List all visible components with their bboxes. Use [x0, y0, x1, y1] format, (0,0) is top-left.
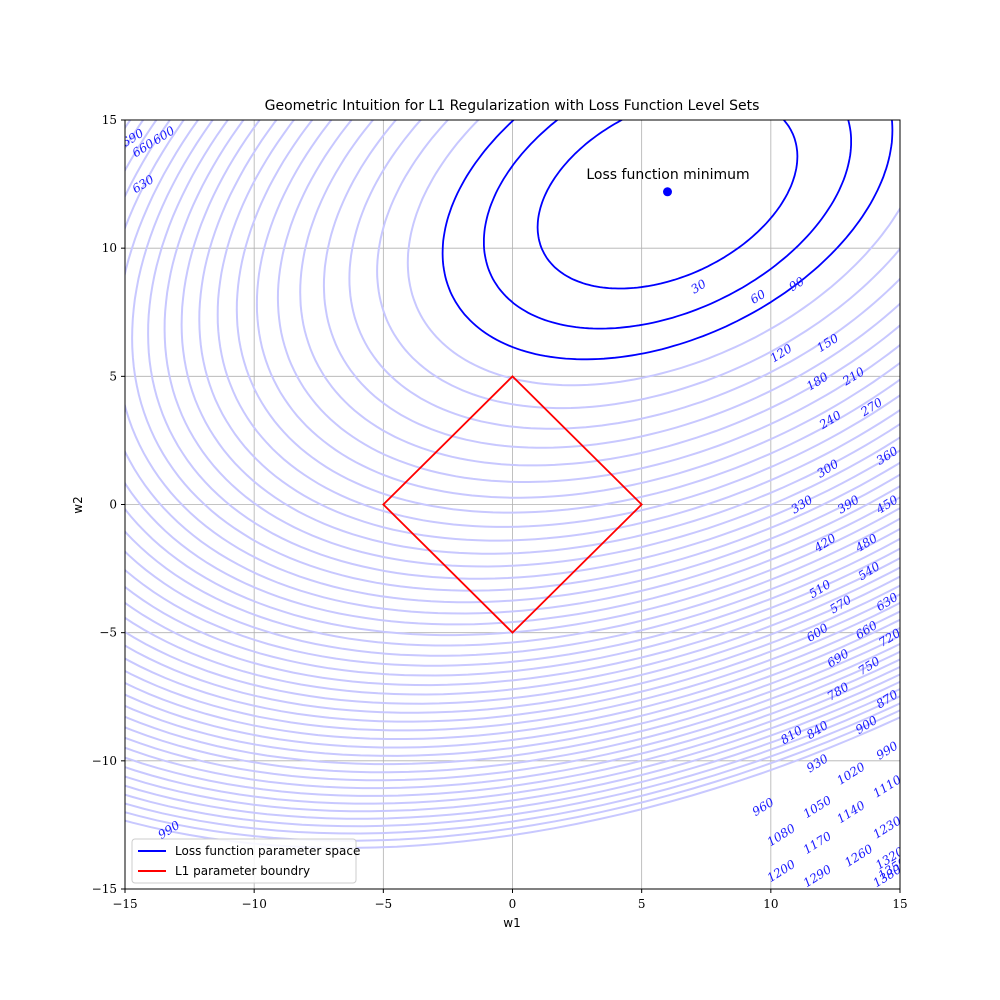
chart-title: Geometric Intuition for L1 Regularizatio… [265, 98, 760, 114]
x-axis-label: w1 [503, 916, 520, 930]
contour-faint [348, 120, 900, 430]
axis-ticks: −15 −10 −5 0 5 10 15 −15 −10 −5 0 5 10 15 [92, 113, 908, 911]
legend-box [131, 838, 357, 884]
contour-faint [198, 120, 900, 542]
legend: Loss function parameter space L1 paramet… [131, 838, 360, 884]
contour-lines [125, 120, 900, 849]
contour-faint [131, 120, 900, 592]
contour-faint [216, 120, 900, 528]
contour-faint [180, 120, 900, 555]
y-tick-label: −10 [92, 754, 117, 768]
x-tick-label: 15 [892, 897, 907, 911]
contour-faint [276, 120, 900, 483]
x-tick-label: −10 [242, 897, 267, 911]
x-tick-label: −15 [112, 897, 137, 911]
contour-highlight [483, 120, 852, 330]
l1-boundary-layer [382, 375, 643, 634]
x-tick-label: 10 [763, 897, 778, 911]
contour-faint [163, 120, 900, 568]
loss-minimum-point [663, 187, 672, 197]
y-tick-label: −15 [92, 882, 117, 896]
legend-label-l1: L1 parameter boundry [175, 864, 310, 878]
contour-faint [147, 120, 900, 580]
x-tick-label: 0 [509, 897, 517, 911]
contour-faint [376, 120, 900, 410]
y-tick-label: −5 [99, 626, 117, 640]
y-axis-label: w2 [71, 496, 85, 513]
contour-highlight [441, 120, 894, 361]
contour-faint [125, 120, 900, 604]
y-tick-label: 10 [102, 241, 117, 255]
y-tick-label: 0 [109, 498, 117, 512]
y-tick-label: 5 [109, 369, 117, 383]
contour-faint [235, 120, 900, 514]
l1-boundary [382, 375, 643, 634]
minimum-annotation: Loss function minimum [586, 167, 749, 183]
contour-highlight [536, 120, 799, 290]
contour-faint [406, 120, 900, 387]
x-tick-label: 5 [638, 897, 646, 911]
marker-layer [663, 187, 672, 197]
legend-label-loss: Loss function parameter space [175, 844, 360, 858]
contour-faint [255, 120, 900, 499]
x-tick-label: −5 [374, 897, 392, 911]
contour-faint [322, 120, 900, 449]
y-tick-label: 15 [102, 113, 117, 127]
contour-faint [299, 120, 900, 467]
